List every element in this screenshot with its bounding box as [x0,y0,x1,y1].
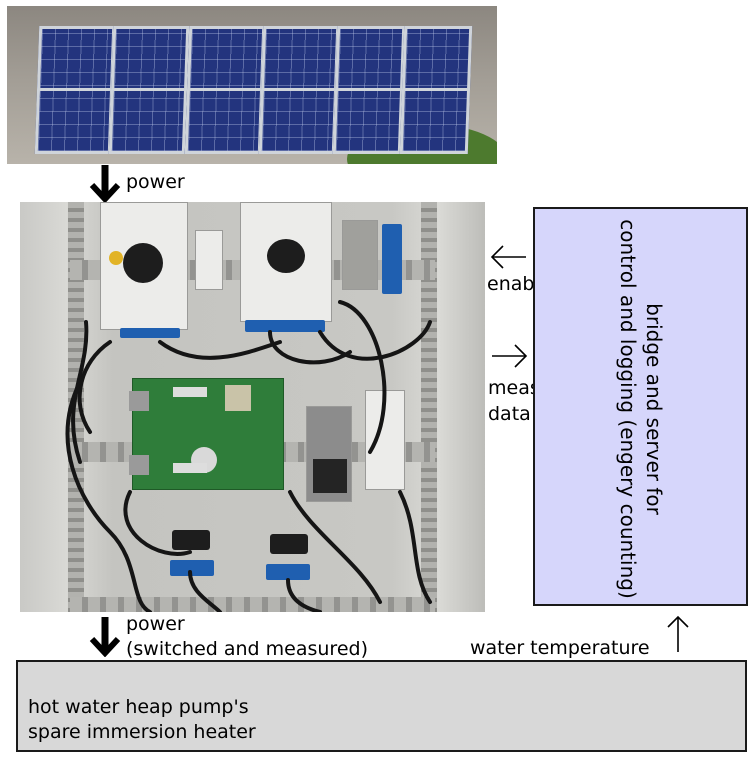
solar-panels-photo [7,6,497,164]
measurement-arrow-icon [492,344,528,368]
current-sensor-module [306,406,352,502]
switch-module [195,230,223,290]
din-rail-vertical [68,202,84,612]
power-out-arrow-icon [89,617,121,657]
solar-panel [184,26,266,154]
terminal-strip [382,224,402,294]
terminal-strip [342,220,378,290]
solar-panel [258,26,340,154]
power-out-detail-label: (switched and measured) [126,638,368,660]
terminal-connector [172,530,210,550]
enable-arrow-icon [490,245,526,269]
terminal-block [245,320,325,332]
contactor [240,202,332,322]
cabinet-wiring [65,300,432,612]
solar-panel [34,26,116,154]
terminal-connector [270,534,308,554]
power-out-label: power [126,613,185,635]
motor-protection-switch [100,202,188,330]
terminal-block [170,560,214,576]
immersion-heater-box: hot water heap pump's spare immersion he… [16,660,747,752]
solar-panel [108,26,190,154]
power-in-arrow-icon [89,165,121,203]
controller-box [533,207,748,606]
control-cabinet-photo [20,202,485,612]
terminal-block [266,564,310,580]
measurement-pcb [129,378,284,490]
solar-panel [399,26,473,154]
water-temperature-label: water temperature [470,637,650,659]
solar-panel [332,26,406,154]
water-temperature-arrow-icon [667,615,689,652]
din-rail [70,597,435,612]
terminal-block [120,328,180,338]
controller-label: bridge and server for control and loggin… [616,219,666,599]
din-rail-vertical [421,202,437,612]
power-in-label: power [126,171,185,193]
heater-label: hot water heap pump's spare immersion he… [28,696,256,743]
